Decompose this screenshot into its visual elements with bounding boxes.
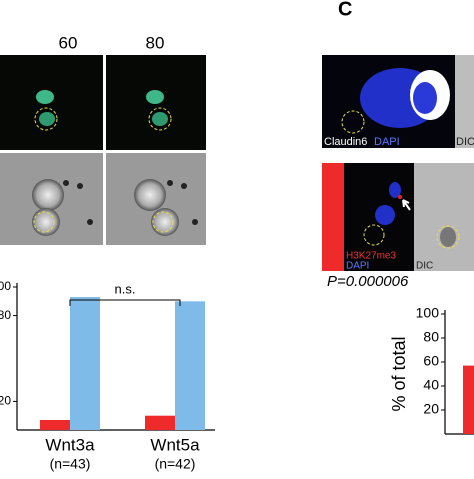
y-tick-label: 100 bbox=[416, 305, 440, 321]
stain-label: DAPI bbox=[346, 261, 369, 272]
x-tick-label: Wnt5a bbox=[150, 435, 200, 454]
micrograph bbox=[0, 55, 206, 150]
p-value: P=0.000006 bbox=[327, 273, 409, 290]
stain-label: DIC bbox=[456, 136, 474, 148]
x-tick-note: (n=42) bbox=[155, 456, 196, 472]
bar bbox=[463, 365, 474, 434]
y-tick-label: 40 bbox=[423, 377, 439, 393]
significance-bracket bbox=[69, 299, 181, 306]
stain-label: DIC bbox=[416, 261, 433, 272]
stain-label: DAPI bbox=[374, 136, 400, 148]
y-tick-label: 20 bbox=[0, 394, 11, 408]
panel-letter: C bbox=[338, 0, 352, 20]
micrograph: H3K27me3 DAPI DIC bbox=[322, 163, 474, 272]
time-label: 80 bbox=[146, 33, 165, 52]
y-tick-label: 20 bbox=[423, 401, 439, 417]
y-axis-label: % of total bbox=[389, 336, 409, 411]
y-tick-label: 00 bbox=[0, 279, 11, 293]
bar bbox=[40, 419, 70, 430]
y-tick-label: 80 bbox=[0, 308, 11, 322]
x-tick-note: (n=43) bbox=[50, 456, 91, 472]
bar bbox=[70, 297, 100, 430]
micrograph bbox=[0, 153, 206, 245]
annotation: n.s. bbox=[115, 281, 136, 296]
time-label: 60 bbox=[59, 33, 78, 52]
bar bbox=[175, 301, 205, 430]
stain-label: Claudin6 bbox=[324, 136, 367, 148]
bar bbox=[145, 415, 175, 430]
stain-label: H3K27me3 bbox=[346, 251, 396, 262]
x-tick-label: Wnt3a bbox=[45, 435, 95, 454]
y-tick-label: 80 bbox=[423, 329, 439, 345]
micrograph: Claudin6 DAPI DIC bbox=[322, 55, 474, 148]
y-tick-label: 60 bbox=[423, 353, 439, 369]
